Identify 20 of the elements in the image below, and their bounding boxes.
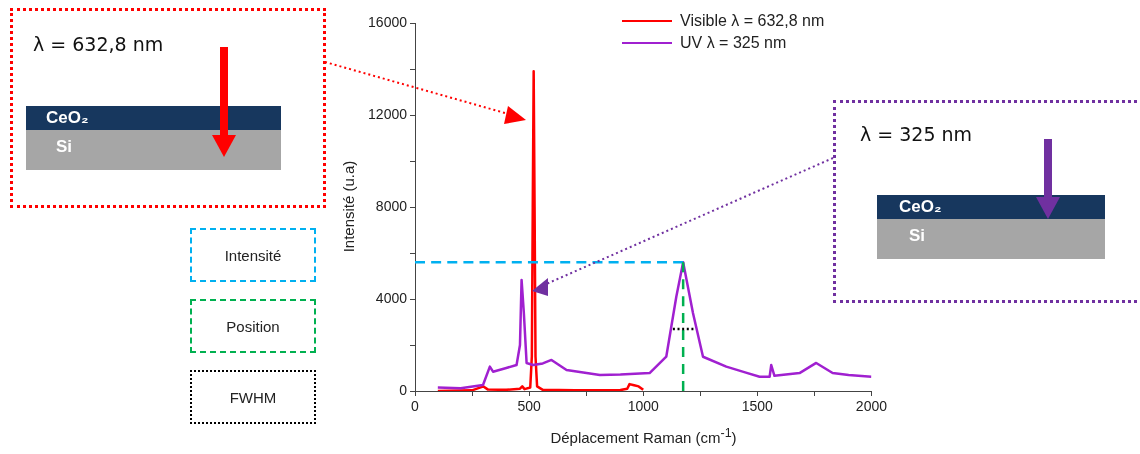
text: Intensité bbox=[190, 228, 316, 282]
x-tick-label: 0 bbox=[411, 398, 420, 415]
y-tick-label: 4000 bbox=[375, 289, 408, 306]
layer-diagram: λ = 632,8 nm CeO₂ Si bbox=[10, 8, 326, 208]
y-tick-label: 12000 bbox=[368, 105, 408, 122]
legend-label: Visible λ = 632,8 nm bbox=[680, 12, 825, 30]
x-tick-label: 1000 bbox=[627, 398, 659, 415]
y-tick-label: 8000 bbox=[375, 197, 408, 214]
y-tick-label: 0 bbox=[399, 381, 408, 398]
layer-diagram: λ = 325 nm CeO₂ Si bbox=[833, 100, 1140, 303]
x-tick-label: 2000 bbox=[855, 398, 888, 415]
x-tick-label: 1500 bbox=[741, 398, 774, 415]
text: Position bbox=[190, 299, 316, 353]
annotation: λ = 325 nm bbox=[860, 123, 973, 145]
y-tick-label: 16000 bbox=[368, 13, 408, 30]
y-axis-title: Intensité (u.a) bbox=[339, 159, 357, 255]
x-axis-title: Déplacement Raman (cm$^{-1}$) bbox=[549, 426, 738, 446]
legend-label: UV λ = 325 nm bbox=[680, 34, 787, 52]
x-tick-label: 500 bbox=[517, 398, 541, 415]
text: FWHM bbox=[190, 370, 316, 424]
